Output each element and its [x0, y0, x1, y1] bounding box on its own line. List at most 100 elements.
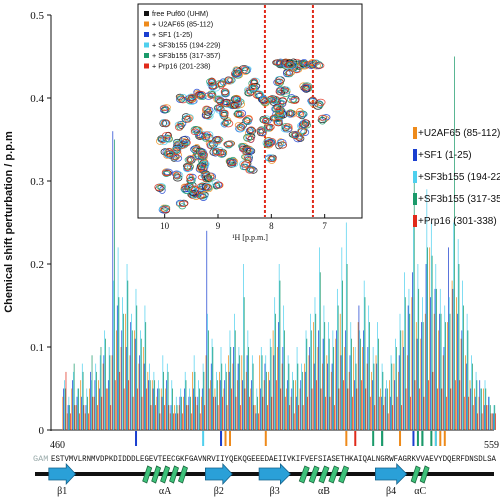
- alpha-helix-turn: [151, 465, 162, 484]
- bar: [79, 413, 80, 430]
- inset-peak: [236, 123, 246, 131]
- inset-peak: [162, 131, 172, 139]
- bar: [355, 363, 357, 430]
- bar: [167, 371, 169, 430]
- bar: [208, 330, 209, 430]
- bar: [486, 405, 487, 430]
- bar: [278, 264, 280, 430]
- unassigned-markers: [354, 431, 357, 446]
- unassigned-marker: [220, 431, 223, 446]
- bar: [495, 413, 496, 430]
- inset-peak: [274, 76, 283, 83]
- bar: [371, 371, 372, 430]
- inset-peak-cluster: [299, 118, 312, 130]
- bar: [251, 380, 252, 430]
- bar: [287, 355, 289, 430]
- legend-swatch: [413, 149, 417, 161]
- bar: [346, 264, 348, 430]
- bar: [94, 380, 96, 430]
- bar: [390, 355, 392, 430]
- bar: [144, 305, 146, 430]
- bar: [135, 288, 137, 430]
- bar: [205, 355, 207, 430]
- bar: [453, 222, 455, 430]
- bar: [311, 388, 313, 430]
- inset-peak-cluster: [159, 104, 171, 114]
- inset-peak: [192, 128, 202, 135]
- inset-peak: [273, 118, 283, 127]
- bar: [265, 355, 267, 430]
- bar: [411, 297, 413, 430]
- alpha-helix-turn: [169, 465, 179, 484]
- bar: [181, 396, 182, 430]
- inset-peak: [206, 172, 215, 181]
- alpha-helix-turn: [298, 465, 310, 484]
- bar: [465, 363, 467, 430]
- bar: [129, 355, 131, 430]
- inset-peak-cluster: [213, 95, 225, 105]
- bar: [324, 322, 326, 430]
- inset-peak: [259, 95, 269, 102]
- bar: [470, 388, 472, 430]
- inset-peak: [226, 158, 235, 166]
- bar: [77, 388, 79, 430]
- bar: [227, 355, 229, 430]
- bar: [252, 363, 254, 430]
- bar: [471, 355, 472, 430]
- inset-legend-background: [141, 7, 225, 75]
- bar: [366, 363, 368, 430]
- bar: [368, 305, 370, 430]
- bar: [383, 405, 385, 430]
- bar: [117, 247, 119, 430]
- y-axis-label: Chemical shift perturbation / p.p.m: [3, 131, 15, 313]
- bar: [422, 322, 424, 430]
- inset-peak-cluster: [283, 67, 296, 78]
- bar: [73, 363, 75, 430]
- bar: [384, 396, 386, 430]
- bar: [87, 396, 88, 430]
- bar: [291, 388, 293, 430]
- bar: [266, 405, 268, 430]
- inset-peak: [257, 126, 266, 134]
- bar: [488, 396, 490, 430]
- bar: [271, 396, 273, 430]
- bar: [457, 239, 459, 430]
- bar: [386, 380, 387, 430]
- bar: [399, 313, 401, 430]
- bar: [201, 396, 202, 430]
- bar: [237, 363, 239, 430]
- unassigned-marker: [228, 431, 231, 446]
- bar: [223, 388, 225, 430]
- bar: [314, 297, 316, 430]
- bar: [448, 247, 449, 430]
- bar: [297, 363, 299, 430]
- inset-peak: [188, 94, 197, 101]
- bar: [125, 313, 126, 430]
- y-tick-label: 0.4: [30, 93, 44, 105]
- inset-peak: [161, 119, 170, 127]
- inset-peak: [165, 135, 173, 143]
- bar: [444, 305, 446, 430]
- inset-peak-cluster: [243, 146, 256, 156]
- bar: [295, 380, 296, 430]
- bar: [331, 363, 333, 430]
- inset-peak: [198, 192, 209, 200]
- inset-peak: [263, 141, 272, 148]
- bar: [90, 371, 91, 430]
- bar: [157, 388, 158, 430]
- inset-peak-cluster: [258, 95, 270, 106]
- bar: [173, 413, 174, 430]
- bar: [476, 380, 478, 430]
- bar-series: [62, 247, 493, 430]
- bar: [83, 405, 85, 430]
- alpha-helix-turn: [410, 465, 421, 484]
- bar: [260, 388, 261, 430]
- inset-peak-cluster: [195, 147, 207, 158]
- bar: [304, 371, 306, 430]
- inset-legend-swatch: [144, 21, 149, 27]
- bar: [210, 380, 211, 430]
- bar: [67, 405, 69, 430]
- inset-peak: [165, 150, 175, 157]
- bar: [445, 322, 446, 430]
